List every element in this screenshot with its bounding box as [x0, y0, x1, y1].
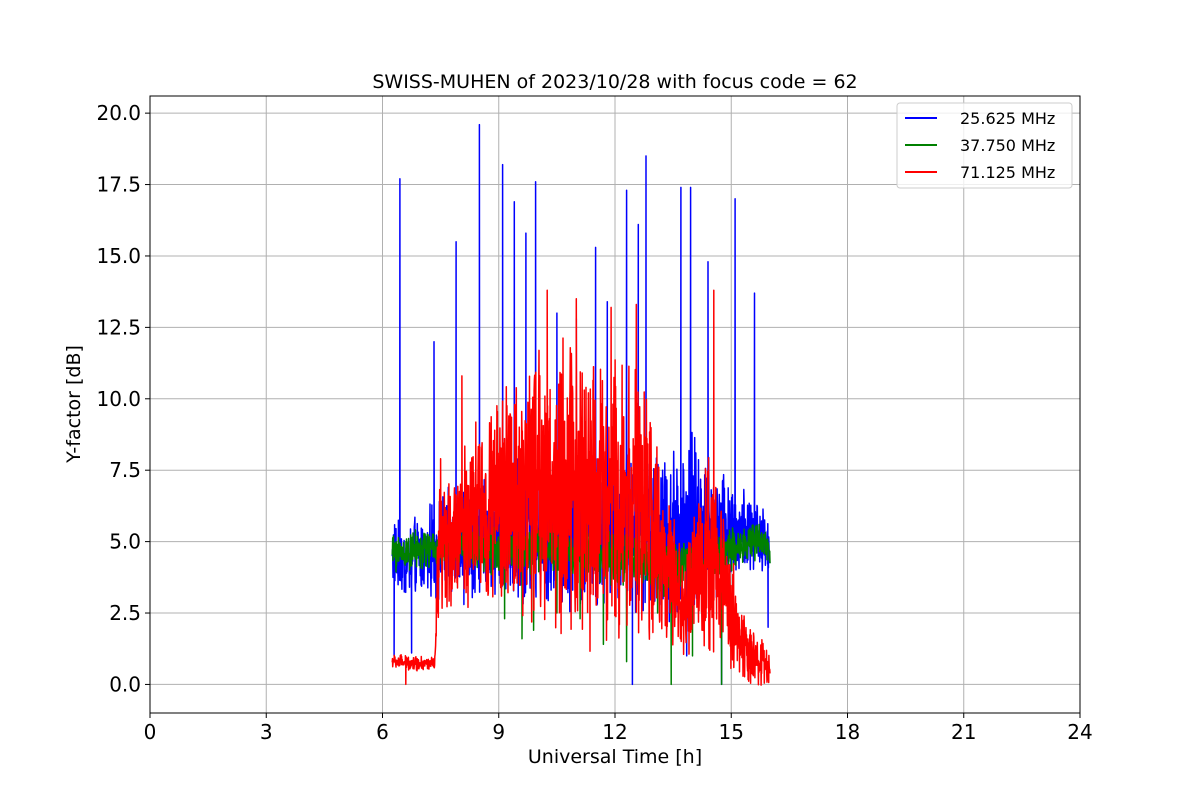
- x-tick-label: 12: [602, 720, 627, 744]
- x-tick-label: 6: [376, 720, 389, 744]
- y-tick-label: 2.5: [109, 601, 141, 625]
- x-tick-label: 21: [951, 720, 976, 744]
- y-axis-label: Y-factor [dB]: [63, 345, 85, 464]
- legend-box: [896, 102, 1073, 189]
- y-tick-label: 15.0: [96, 244, 141, 268]
- legend-label-37750: 37.750 MHz: [960, 136, 1055, 155]
- y-tick-label: 12.5: [96, 315, 141, 339]
- x-tick-label: 24: [1067, 720, 1092, 744]
- series-lines: [391, 123, 771, 686]
- y-tick-label: 7.5: [109, 458, 141, 482]
- y-tick-label: 0.0: [109, 672, 141, 696]
- x-tick-label: 15: [719, 720, 744, 744]
- legend: 25.625 MHz 37.750 MHz 71.125 MHz: [896, 102, 1073, 189]
- y-tick-label: 17.5: [96, 173, 141, 197]
- x-tick-label: 0: [144, 720, 157, 744]
- x-axis-label: Universal Time [h]: [528, 746, 702, 768]
- legend-label-71125: 71.125 MHz: [960, 163, 1055, 182]
- y-tick-label: 20.0: [96, 101, 141, 125]
- x-tick-label: 9: [492, 720, 505, 744]
- x-tick-label: 3: [260, 720, 273, 744]
- x-tick-label: 18: [835, 720, 860, 744]
- legend-label-25625: 25.625 MHz: [960, 109, 1055, 128]
- y-tick-label: 10.0: [96, 387, 141, 411]
- y-tick-label: 5.0: [109, 530, 141, 554]
- axis-ticks: 0 3 6 9 12 15 18 21 24 0.0 2.5 5.0 7.5 10.0 12.5 15.0 17…: [96, 101, 1092, 744]
- chart-title: SWISS-MUHEN of 2023/10/28 with focus cod…: [372, 71, 857, 93]
- series-line-71125: [391, 289, 771, 686]
